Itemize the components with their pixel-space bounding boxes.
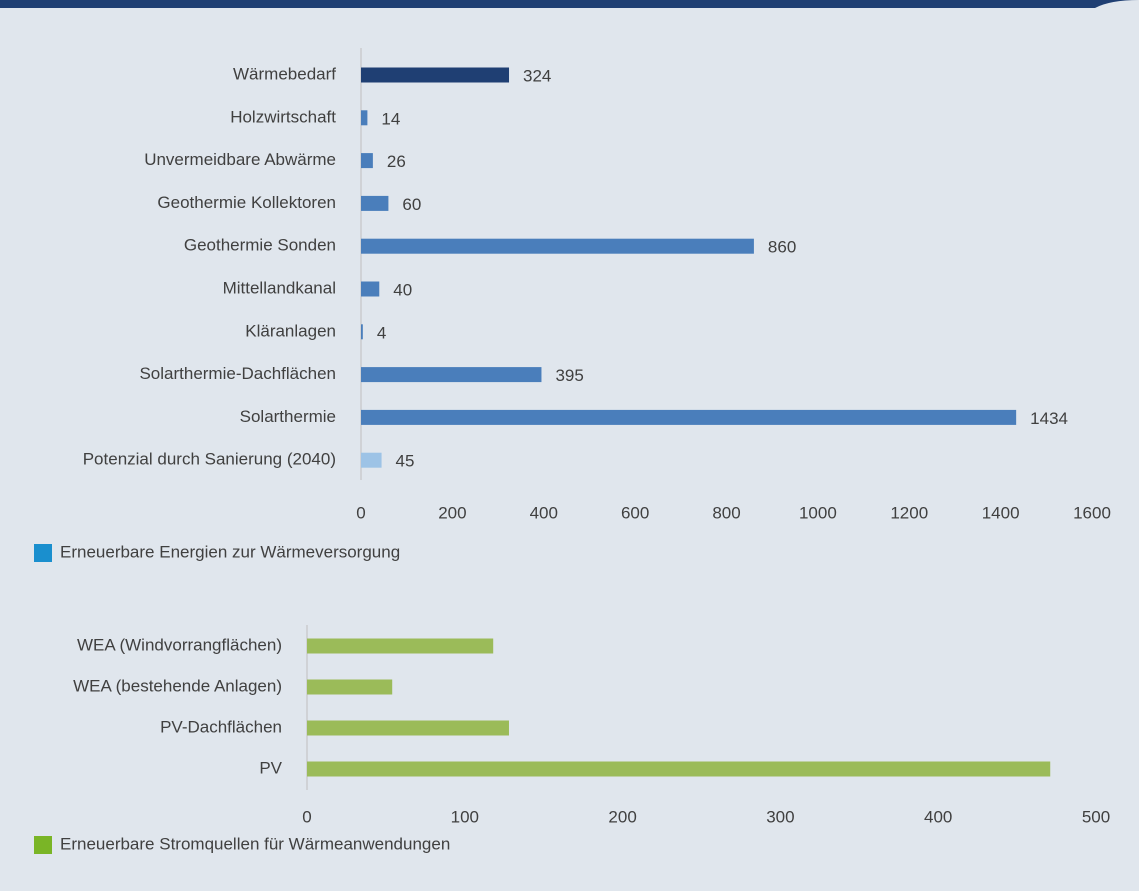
x-tick-label: 1000 xyxy=(799,503,837,522)
bar xyxy=(361,281,380,297)
x-tick-label: 0 xyxy=(356,503,365,522)
bar xyxy=(361,409,1017,425)
category-label: WEA (bestehende Anlagen) xyxy=(73,676,282,695)
category-label: Geothermie Kollektoren xyxy=(157,193,336,212)
category-label: Geothermie Sonden xyxy=(184,236,336,255)
category-label: PV xyxy=(259,758,282,777)
x-tick-label: 1200 xyxy=(890,503,928,522)
value-label: 395 xyxy=(555,366,583,385)
bar xyxy=(307,638,494,654)
x-tick-label: 200 xyxy=(608,807,636,826)
category-label: Kläranlagen xyxy=(245,321,336,340)
legend-swatch xyxy=(34,544,52,562)
x-tick-label: 1400 xyxy=(982,503,1020,522)
x-tick-label: 0 xyxy=(302,807,311,826)
legend-label: Erneuerbare Energien zur Wärmeversorgung xyxy=(60,542,400,561)
category-label: PV-Dachflächen xyxy=(160,717,282,736)
bar xyxy=(307,679,393,695)
category-label: Potenzial durch Sanierung (2040) xyxy=(83,450,336,469)
x-tick-label: 500 xyxy=(1082,807,1110,826)
x-tick-label: 600 xyxy=(621,503,649,522)
x-tick-label: 400 xyxy=(530,503,558,522)
bar xyxy=(361,367,542,383)
bar xyxy=(361,67,510,83)
value-label: 26 xyxy=(387,152,406,171)
category-label: Wärmebedarf xyxy=(233,64,336,83)
category-label: Unvermeidbare Abwärme xyxy=(144,150,336,169)
value-label: 60 xyxy=(402,195,421,214)
category-label: Mittellandkanal xyxy=(223,278,336,297)
bar xyxy=(361,238,754,254)
value-label: 860 xyxy=(768,238,796,257)
bar xyxy=(361,153,373,169)
value-label: 14 xyxy=(381,109,400,128)
top-band xyxy=(0,0,1139,8)
x-tick-label: 300 xyxy=(766,807,794,826)
bar xyxy=(307,720,509,736)
legend-label: Erneuerbare Stromquellen für Wärmeanwend… xyxy=(60,834,450,853)
value-label: 40 xyxy=(393,280,412,299)
category-label: Solarthermie xyxy=(240,407,336,426)
legend-swatch xyxy=(34,836,52,854)
x-tick-label: 200 xyxy=(438,503,466,522)
category-label: Solarthermie-Dachflächen xyxy=(139,364,336,383)
x-tick-label: 800 xyxy=(712,503,740,522)
bar xyxy=(307,761,1051,777)
bar xyxy=(361,195,389,211)
category-label: Holzwirtschaft xyxy=(230,107,336,126)
x-tick-label: 400 xyxy=(924,807,952,826)
value-label: 45 xyxy=(396,452,415,471)
x-tick-label: 100 xyxy=(451,807,479,826)
x-tick-label: 1600 xyxy=(1073,503,1111,522)
value-label: 324 xyxy=(523,66,551,85)
category-label: WEA (Windvorrangflächen) xyxy=(77,635,282,654)
bar xyxy=(361,110,368,126)
bar xyxy=(361,324,363,340)
value-label: 1434 xyxy=(1030,409,1068,428)
value-label: 4 xyxy=(377,323,386,342)
bar xyxy=(361,452,382,468)
